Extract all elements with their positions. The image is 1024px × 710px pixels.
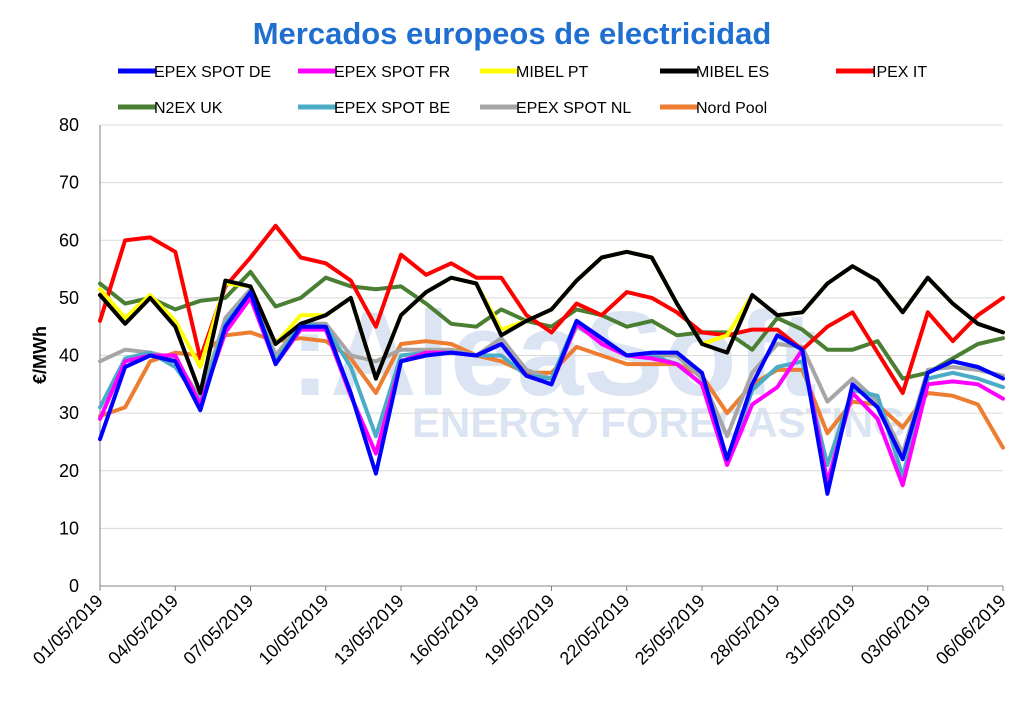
series-line-epex-spot-de	[98, 290, 1005, 496]
legend-label: EPEX SPOT NL	[516, 100, 631, 117]
x-tick-label: 28/05/2019	[706, 591, 784, 669]
legend: EPEX SPOT DE EPEX SPOT FR MIBEL PT MIBEL ES…	[118, 64, 927, 117]
legend-item: EPEX SPOT DE	[118, 64, 271, 81]
legend-label: EPEX SPOT BE	[334, 100, 450, 117]
y-tick-label: 30	[59, 403, 79, 423]
legend-label: Nord Pool	[696, 100, 767, 117]
y-tick-label: 80	[59, 115, 79, 135]
x-tick-label: 16/05/2019	[405, 591, 483, 669]
x-tick-label: 10/05/2019	[255, 591, 333, 669]
x-tick-label: 07/05/2019	[179, 591, 257, 669]
series-lines	[98, 223, 1005, 496]
series-line-mibel-es	[98, 249, 1005, 395]
legend-item: MIBEL PT	[480, 64, 589, 81]
series-line-ipex-it	[98, 223, 1005, 395]
legend-item: IPEX IT	[836, 64, 927, 81]
y-tick-label: 20	[59, 461, 79, 481]
legend-item: Nord Pool	[660, 100, 767, 117]
x-tick-labels: 01/05/201904/05/201907/05/201910/05/2019…	[29, 586, 1010, 669]
x-tick-label: 31/05/2019	[781, 591, 859, 669]
legend-item: EPEX SPOT NL	[480, 100, 631, 117]
legend-label: MIBEL ES	[696, 64, 769, 81]
legend-label: IPEX IT	[872, 64, 927, 81]
x-tick-label: 19/05/2019	[480, 591, 558, 669]
y-tick-labels: 0 10 20 30 40 50 60 70 80	[59, 115, 79, 596]
legend-item: EPEX SPOT BE	[298, 100, 450, 117]
y-tick-label: 50	[59, 288, 79, 308]
gridlines	[100, 124, 1003, 529]
x-tick-label: 06/06/2019	[932, 591, 1010, 669]
series-line-n2ex-uk	[98, 269, 1005, 381]
watermark-tagline: ENERGY FORECASTING	[412, 399, 906, 446]
y-axis-label: €/MWh	[30, 326, 50, 384]
x-tick-label: 01/05/2019	[29, 591, 107, 669]
legend-item: N2EX UK	[118, 100, 223, 117]
x-tick-label: 03/06/2019	[857, 591, 935, 669]
x-tick-label: 22/05/2019	[556, 591, 634, 669]
y-tick-label: 40	[59, 346, 79, 366]
chart-title: Mercados europeos de electricidad	[253, 16, 772, 51]
legend-label: EPEX SPOT FR	[334, 64, 450, 81]
y-tick-label: 60	[59, 230, 79, 250]
legend-label: EPEX SPOT DE	[154, 64, 271, 81]
legend-label: MIBEL PT	[516, 64, 589, 81]
legend-item: EPEX SPOT FR	[298, 64, 450, 81]
y-tick-label: 0	[69, 576, 79, 596]
legend-label: N2EX UK	[154, 100, 223, 117]
x-tick-label: 25/05/2019	[631, 591, 709, 669]
y-tick-label: 70	[59, 173, 79, 193]
legend-item: MIBEL ES	[660, 64, 769, 81]
y-tick-label: 10	[59, 518, 79, 538]
x-tick-label: 13/05/2019	[330, 591, 408, 669]
x-tick-label: 04/05/2019	[104, 591, 182, 669]
series-line-nord-pool	[98, 330, 1005, 450]
